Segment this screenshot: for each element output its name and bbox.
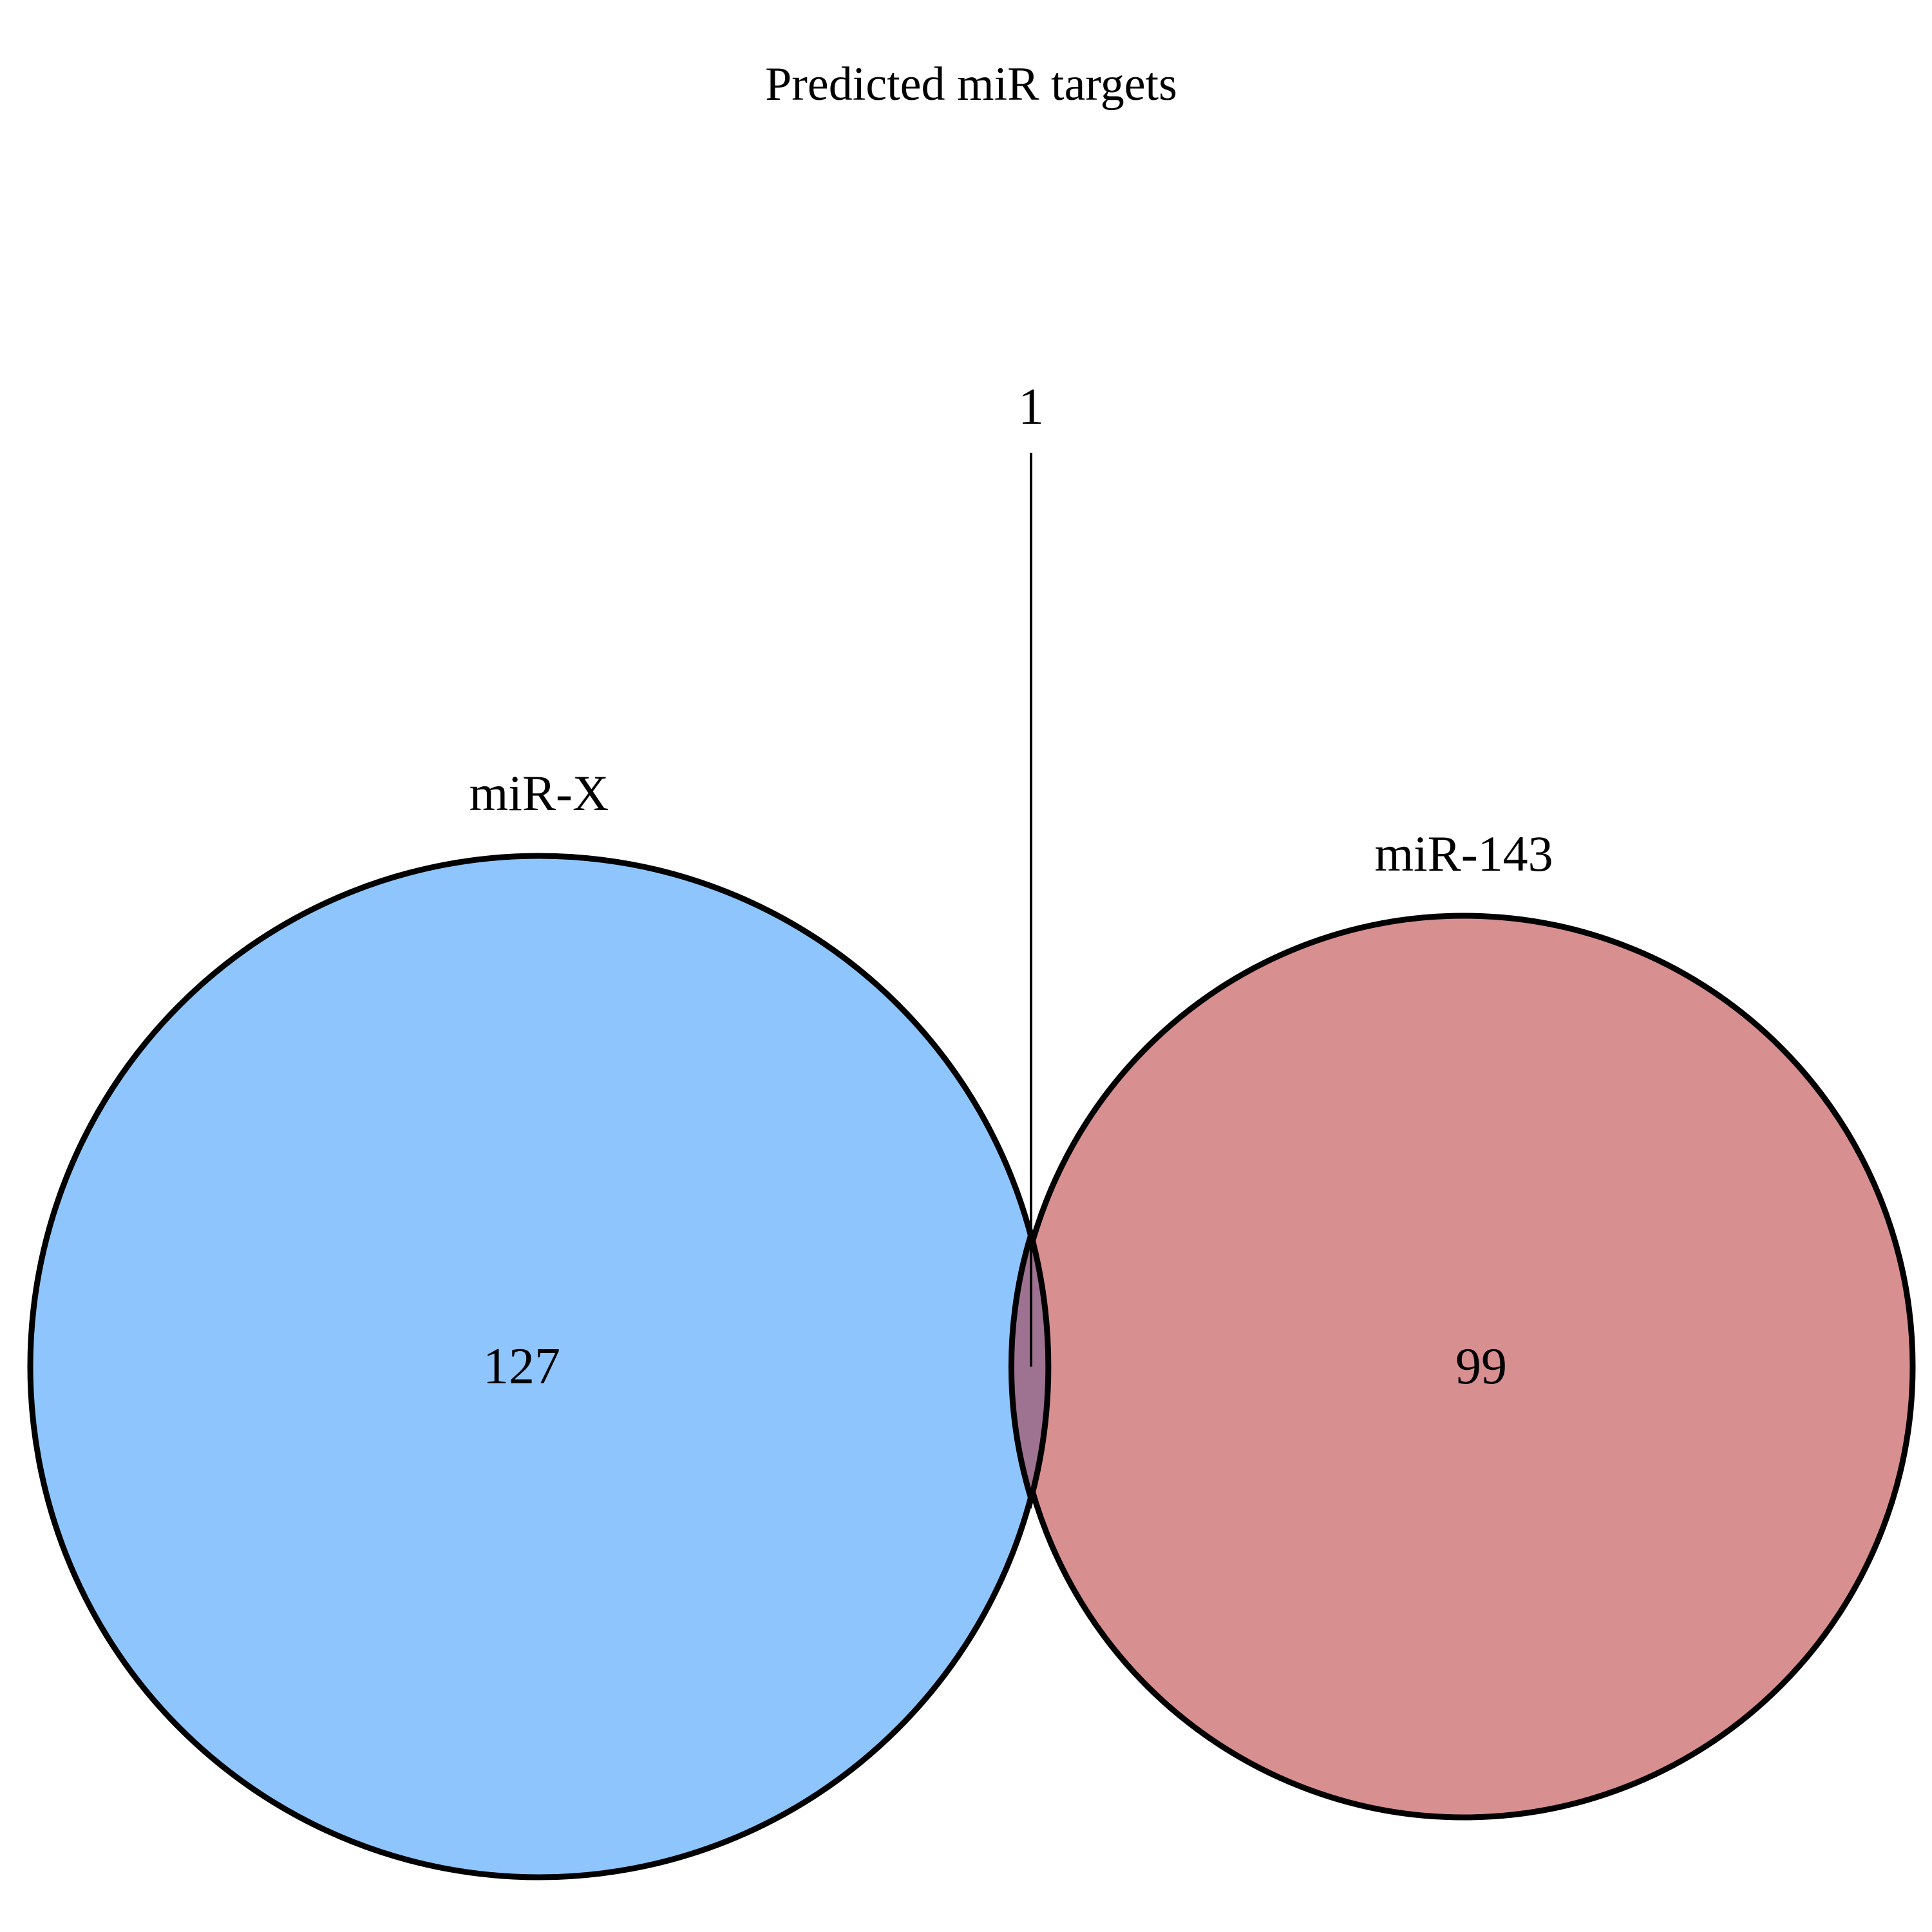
set-label-mir-x: miR-X bbox=[469, 765, 609, 821]
set-label-mir-143: miR-143 bbox=[1374, 826, 1553, 882]
set-count-mir-143: 99 bbox=[1455, 1338, 1507, 1395]
set-count-mir-x: 127 bbox=[483, 1338, 560, 1395]
diagram-title: Predicted miR targets bbox=[765, 58, 1177, 111]
intersection-count: 1 bbox=[1018, 379, 1044, 435]
